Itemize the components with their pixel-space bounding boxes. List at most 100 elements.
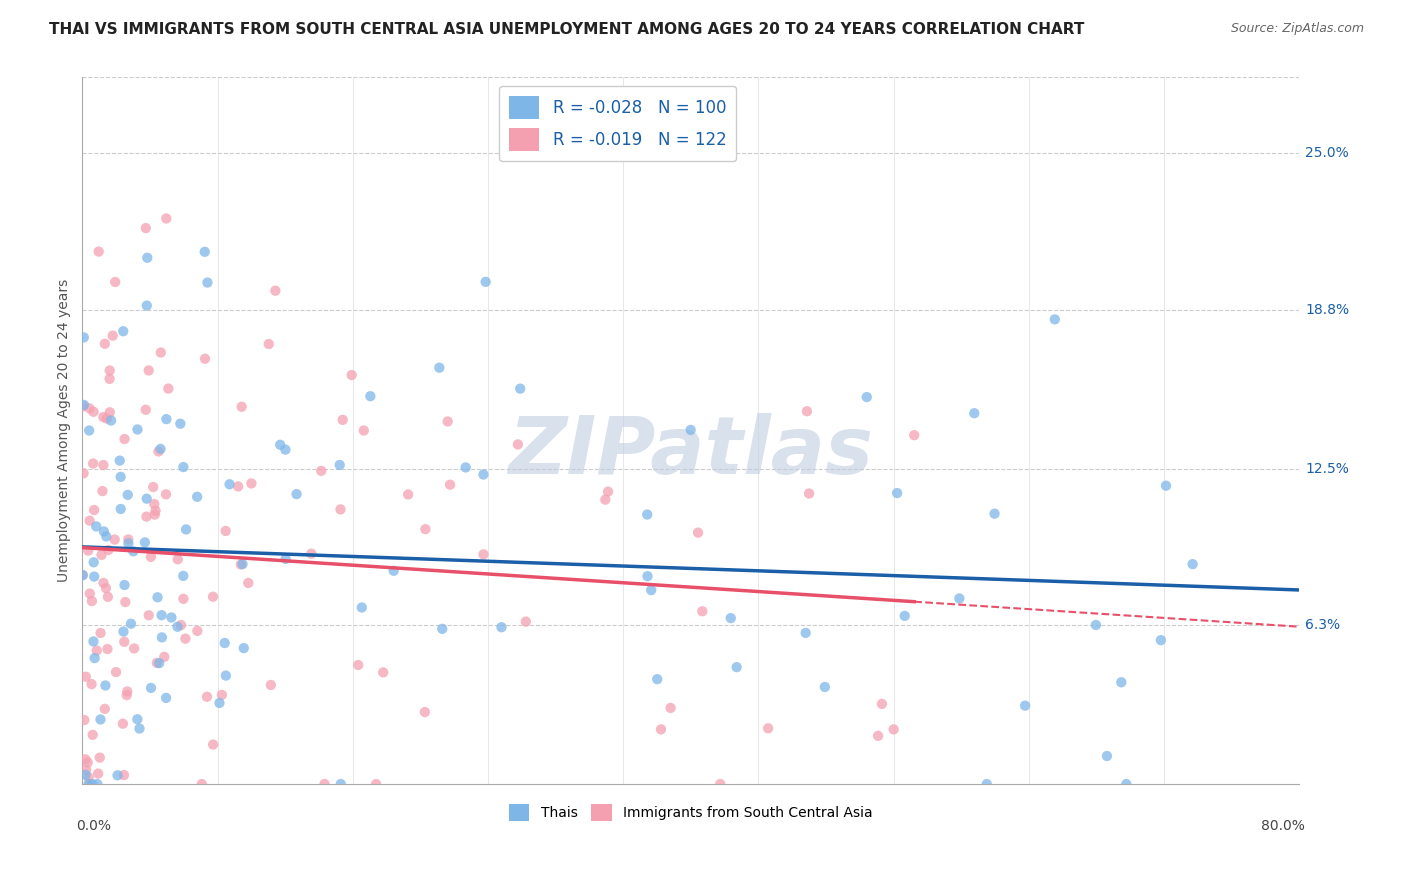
- Point: [269, 438, 291, 452]
- Point: [122, 544, 145, 558]
- Point: [93, 458, 115, 472]
- Point: [640, 583, 662, 598]
- Point: [155, 211, 177, 226]
- Text: 18.8%: 18.8%: [1305, 302, 1350, 317]
- Point: [83, 405, 105, 419]
- Point: [174, 632, 197, 646]
- Point: [679, 423, 702, 437]
- Text: 6.3%: 6.3%: [1305, 618, 1340, 632]
- Point: [83, 569, 105, 583]
- Point: [136, 251, 159, 265]
- Point: [274, 442, 297, 457]
- Point: [77, 543, 100, 558]
- Point: [240, 476, 263, 491]
- Point: [1111, 675, 1133, 690]
- Point: [80, 594, 103, 608]
- Point: [97, 543, 120, 558]
- Point: [79, 777, 101, 791]
- Point: [97, 590, 120, 604]
- Point: [645, 672, 668, 686]
- Point: [797, 486, 820, 500]
- Point: [77, 424, 100, 438]
- Point: [87, 766, 110, 780]
- Point: [274, 552, 297, 566]
- Point: [112, 624, 135, 639]
- Point: [329, 777, 352, 791]
- Text: 12.5%: 12.5%: [1305, 461, 1350, 475]
- Point: [172, 569, 194, 583]
- Point: [855, 390, 877, 404]
- Point: [112, 324, 135, 338]
- Point: [117, 488, 139, 502]
- Point: [870, 697, 893, 711]
- Point: [101, 328, 124, 343]
- Point: [77, 771, 100, 785]
- Point: [145, 504, 167, 518]
- Point: [89, 750, 111, 764]
- Point: [96, 529, 118, 543]
- Point: [82, 457, 104, 471]
- Point: [75, 752, 97, 766]
- Point: [814, 680, 837, 694]
- Point: [264, 284, 287, 298]
- Point: [72, 400, 94, 414]
- Text: Source: ZipAtlas.com: Source: ZipAtlas.com: [1230, 22, 1364, 36]
- Point: [439, 477, 461, 491]
- Point: [94, 702, 117, 716]
- Point: [73, 713, 96, 727]
- Point: [983, 507, 1005, 521]
- Point: [232, 641, 254, 656]
- Point: [211, 688, 233, 702]
- Point: [75, 763, 97, 777]
- Point: [98, 405, 121, 419]
- Point: [202, 738, 225, 752]
- Point: [75, 670, 97, 684]
- Point: [139, 681, 162, 695]
- Point: [794, 626, 817, 640]
- Point: [93, 575, 115, 590]
- Point: [186, 490, 208, 504]
- Point: [135, 402, 157, 417]
- Point: [155, 487, 177, 501]
- Point: [98, 363, 121, 377]
- Point: [720, 611, 742, 625]
- Point: [194, 351, 217, 366]
- Point: [238, 576, 260, 591]
- Point: [83, 503, 105, 517]
- Point: [148, 656, 170, 670]
- Point: [1084, 618, 1107, 632]
- Point: [82, 777, 104, 791]
- Point: [94, 678, 117, 692]
- Point: [796, 404, 818, 418]
- Point: [506, 437, 529, 451]
- Point: [172, 591, 194, 606]
- Point: [104, 275, 127, 289]
- Point: [509, 382, 531, 396]
- Point: [146, 591, 169, 605]
- Point: [172, 460, 194, 475]
- Point: [197, 276, 219, 290]
- Point: [100, 413, 122, 427]
- Point: [340, 368, 363, 382]
- Point: [98, 372, 121, 386]
- Point: [143, 508, 166, 522]
- Point: [149, 442, 172, 456]
- Point: [84, 519, 107, 533]
- Point: [595, 492, 617, 507]
- Point: [650, 723, 672, 737]
- Point: [128, 722, 150, 736]
- Point: [94, 581, 117, 595]
- Point: [257, 337, 280, 351]
- Point: [329, 502, 352, 516]
- Point: [201, 590, 224, 604]
- Point: [135, 509, 157, 524]
- Point: [194, 244, 217, 259]
- Point: [903, 428, 925, 442]
- Point: [122, 641, 145, 656]
- Point: [72, 467, 94, 481]
- Point: [150, 631, 173, 645]
- Point: [79, 586, 101, 600]
- Point: [114, 595, 136, 609]
- Point: [73, 330, 96, 344]
- Point: [77, 777, 100, 791]
